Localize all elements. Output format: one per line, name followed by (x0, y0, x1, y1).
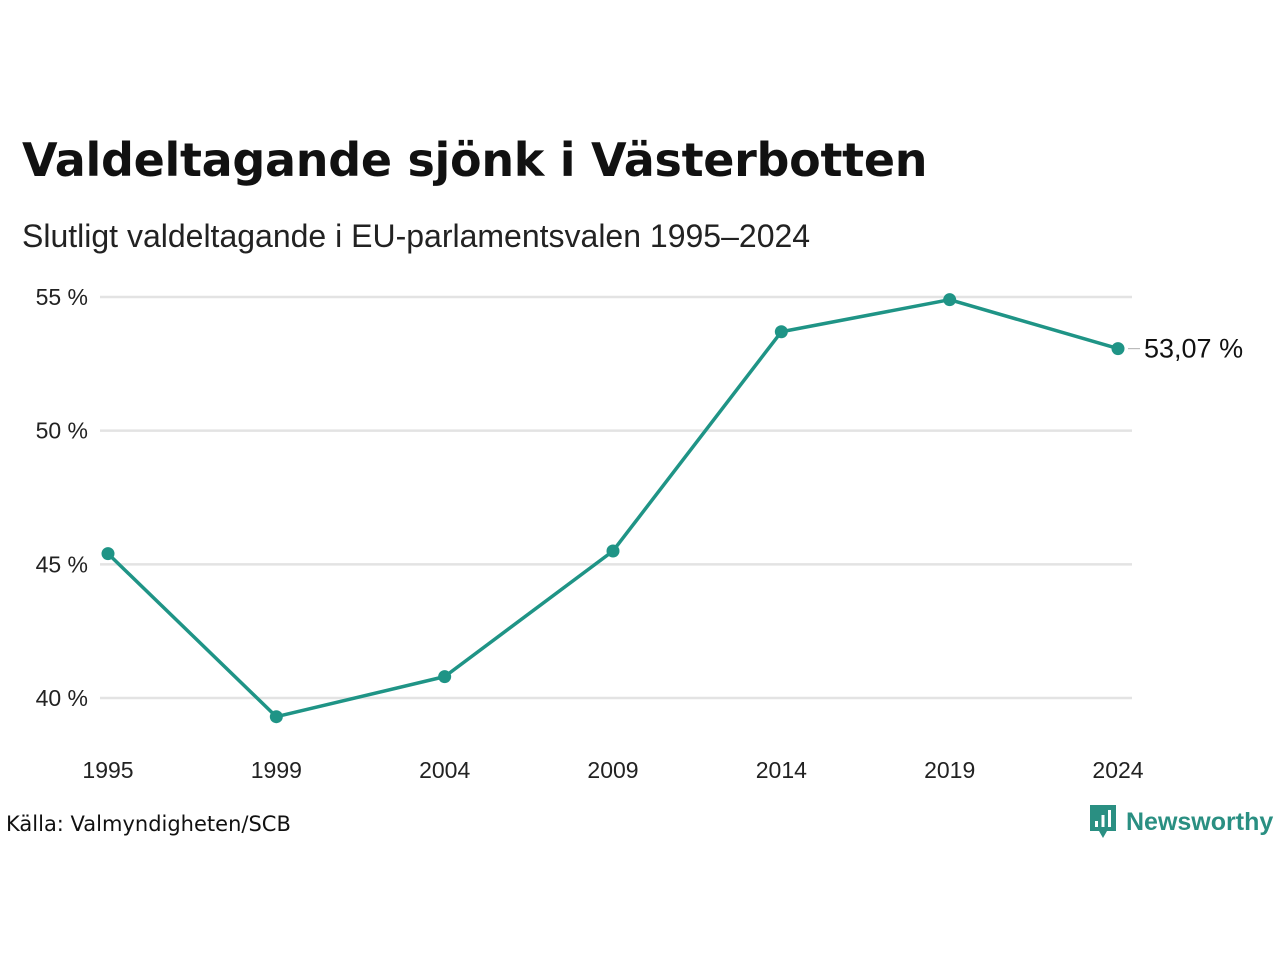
end-value-label: 53,07 % (1144, 334, 1243, 364)
y-tick-label: 50 % (36, 418, 88, 444)
line-chart: 55 % 50 % 45 % 40 % 1995 1999 2004 2009 2014 201… (36, 284, 1244, 783)
brand-logo[interactable]: Newsworthy (1088, 802, 1273, 842)
data-point (101, 547, 115, 561)
data-point (774, 325, 788, 339)
x-tick-label: 1999 (251, 757, 302, 783)
x-tick-label: 2024 (1092, 757, 1143, 783)
data-point (438, 670, 452, 684)
x-tick-label: 2019 (924, 757, 975, 783)
source-note: Källa: Valmyndigheten/SCB (6, 812, 291, 836)
x-axis-ticks: 1995 1999 2004 2009 2014 2019 2024 (82, 757, 1143, 783)
y-tick-label: 40 % (36, 685, 88, 711)
data-point (269, 710, 283, 724)
data-point (1111, 342, 1125, 356)
bar-chart-speech-bubble-icon (1090, 805, 1116, 838)
x-tick-label: 1995 (82, 757, 133, 783)
y-tick-label: 45 % (36, 551, 88, 577)
end-annotation: 53,07 % (1128, 334, 1243, 364)
x-tick-label: 2004 (419, 757, 470, 783)
x-tick-label: 2014 (756, 757, 807, 783)
gridlines (100, 295, 1132, 700)
y-axis-ticks: 55 % 50 % 45 % 40 % (36, 284, 88, 711)
y-tick-label: 55 % (36, 284, 88, 310)
series-turnout (101, 293, 1125, 724)
data-point (606, 544, 620, 558)
data-point (943, 293, 957, 307)
chart-title: Valdeltagande sjönk i Västerbotten (22, 133, 928, 187)
series-line (106, 297, 1120, 719)
brand-name: Newsworthy (1126, 807, 1274, 836)
x-tick-label: 2009 (587, 757, 638, 783)
chart-subtitle: Slutligt valdeltagande i EU-parlamentsva… (22, 218, 811, 254)
